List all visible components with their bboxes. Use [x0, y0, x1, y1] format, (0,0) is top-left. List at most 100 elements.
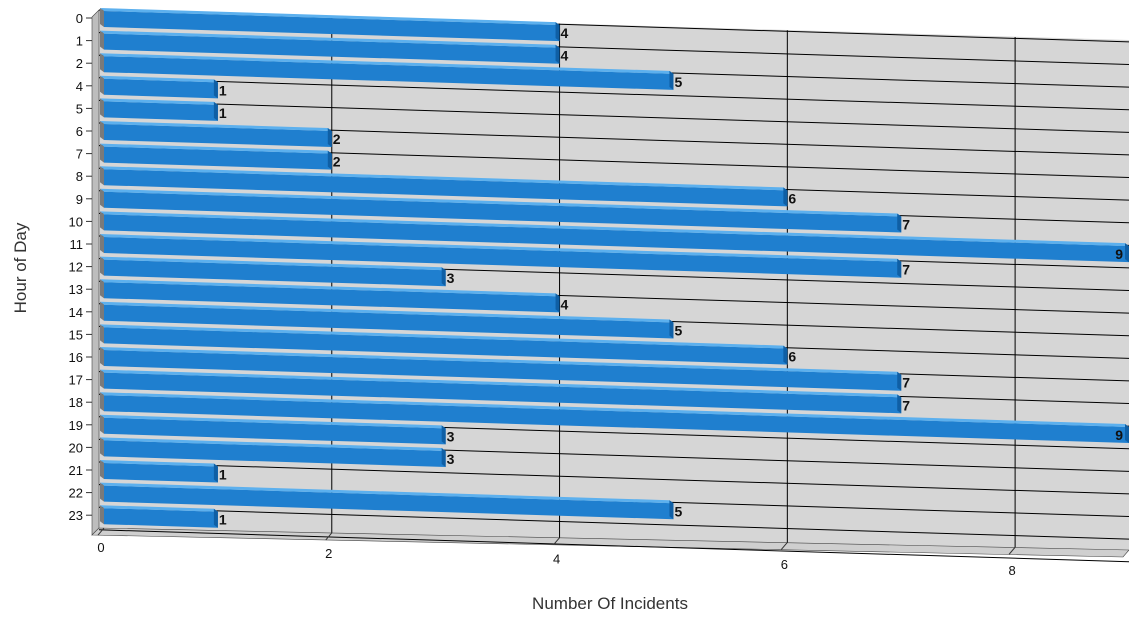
bar-end-cap: [441, 267, 446, 287]
bar-start-cap: [100, 279, 104, 299]
bar-end-cap: [897, 394, 902, 414]
y-tick-label: 0: [76, 11, 83, 26]
bar-top-face: [100, 8, 560, 26]
bar: [104, 78, 218, 99]
x-axis-ticks: 0 2 4 6 8: [97, 527, 1016, 578]
plot-left-wall: [91, 9, 100, 536]
bar-top-face: [100, 301, 674, 323]
bar-end-cap: [1125, 423, 1129, 443]
bar-top-face: [100, 234, 902, 262]
data-label: 5: [674, 503, 682, 519]
bar-top-face: [100, 143, 332, 154]
data-label: 7: [902, 262, 910, 278]
grid-line-horizontal: [98, 99, 1129, 133]
bar-end-cap: [555, 22, 560, 42]
y-tick-label: 23: [69, 508, 83, 523]
data-label: 3: [447, 451, 455, 467]
bar-start-cap: [100, 75, 104, 95]
bar: [104, 485, 674, 520]
bar-end-cap: [669, 70, 674, 90]
bar-top-face: [100, 279, 560, 297]
bar-end-cap: [555, 293, 560, 313]
y-tick-label: 7: [76, 147, 83, 162]
y-tick-label: 11: [70, 237, 84, 252]
data-label: 2: [333, 131, 341, 147]
bar-start-cap: [100, 347, 104, 366]
bar-top-face: [100, 414, 446, 429]
y-tick-label: 6: [76, 124, 83, 139]
bar: [104, 101, 218, 121]
bar: [104, 169, 788, 207]
bar-start-cap: [100, 143, 104, 163]
bar: [104, 395, 1129, 443]
bar-end-cap: [897, 371, 902, 391]
y-tick-label: 12: [69, 260, 83, 275]
bar: [104, 327, 788, 365]
bar-top-face: [100, 211, 1129, 247]
bar-top-face: [100, 121, 332, 132]
bar-start-cap: [100, 414, 104, 434]
bar-start-cap: [100, 437, 104, 457]
y-tick-label: 21: [69, 463, 83, 478]
bar-start-cap: [100, 53, 104, 73]
bar-start-cap: [100, 211, 104, 231]
bar-end-cap: [555, 44, 560, 64]
bar-top-face: [100, 369, 902, 398]
data-label: 9: [1115, 427, 1123, 443]
bar-end-cap: [1125, 243, 1129, 263]
x-tick-label: 0: [97, 540, 104, 555]
y-tick-label: 14: [69, 305, 83, 320]
y-tick-label: 5: [76, 101, 83, 116]
data-label: 5: [674, 74, 682, 90]
bar: [104, 350, 902, 391]
data-label: 4: [561, 25, 569, 41]
x-tick-label: 6: [781, 557, 788, 572]
data-label: 7: [902, 217, 910, 233]
data-label: 3: [447, 270, 455, 286]
data-label: 6: [788, 349, 796, 365]
data-label: 5: [674, 322, 682, 338]
grid-line-horizontal: [98, 529, 1129, 563]
bar-top-face: [100, 347, 902, 375]
data-label: 4: [561, 48, 569, 64]
bar-start-cap: [100, 166, 104, 186]
bar-top-face: [100, 437, 446, 451]
bar-start-cap: [100, 505, 104, 525]
y-tick-label: 15: [69, 327, 83, 342]
bar-top-face: [100, 256, 446, 271]
bar-top-face: [100, 188, 902, 217]
data-label: 1: [219, 105, 227, 121]
bar-top-face: [100, 460, 218, 467]
bar: [104, 259, 446, 287]
bar: [104, 33, 560, 64]
bar-start-cap: [100, 369, 104, 389]
y-tick-label: 1: [76, 34, 83, 49]
y-tick-label: 17: [69, 373, 83, 388]
data-label: 9: [1115, 246, 1123, 262]
grid-line-horizontal: [98, 461, 1129, 495]
plot-walls: [91, 9, 1129, 558]
bar-start-cap: [100, 324, 104, 344]
x-tick-label: 8: [1008, 563, 1015, 578]
y-tick-label: 8: [76, 169, 83, 184]
bar: [104, 214, 1129, 263]
bar-end-cap: [327, 150, 332, 170]
data-label: 1: [219, 467, 227, 483]
y-tick-label: 4: [76, 79, 83, 94]
y-tick-label: 10: [69, 214, 83, 229]
bar-start-cap: [100, 8, 104, 27]
bar: [104, 124, 332, 148]
bar-top-face: [100, 53, 674, 74]
bar: [104, 440, 446, 467]
x-tick-label: 2: [325, 546, 332, 561]
y-tick-label: 19: [69, 418, 83, 433]
grid-line-horizontal: [98, 506, 1129, 540]
bar-end-cap: [669, 500, 674, 520]
bar: [104, 508, 218, 528]
data-label: 2: [333, 154, 341, 170]
y-tick-label: 18: [69, 395, 83, 410]
bar-top-face: [100, 324, 788, 349]
bar-end-cap: [213, 463, 218, 483]
bar-start-cap: [100, 234, 104, 253]
